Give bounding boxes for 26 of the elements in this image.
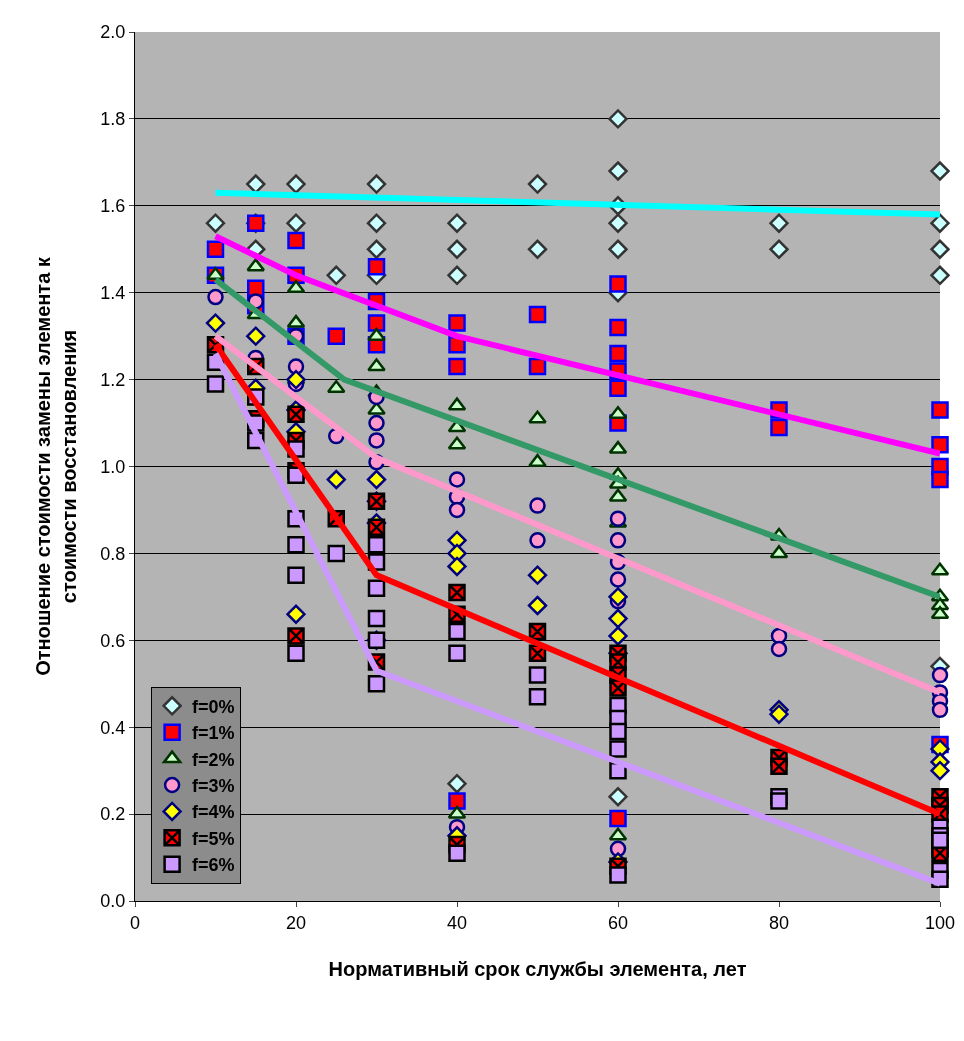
- x-tick-label: 20: [285, 912, 307, 933]
- x-axis-title: Нормативный срок службы элемента, лет: [328, 958, 747, 981]
- y-tick-label: 0.0: [100, 891, 126, 912]
- y-tick-label: 1.0: [100, 456, 126, 477]
- legend-label: f=4%: [192, 802, 235, 823]
- legend-label: f=6%: [192, 855, 235, 876]
- y-tick-label: 0.6: [100, 630, 126, 651]
- x-tick-label: 40: [446, 912, 468, 933]
- y-tick-label: 1.8: [100, 109, 126, 130]
- x-tick-label: 60: [607, 912, 629, 933]
- x-tick-label: 80: [768, 912, 790, 933]
- legend-label: f=3%: [192, 776, 235, 797]
- y-tick-label: 1.2: [100, 369, 126, 390]
- x-tick-label: 0: [129, 912, 141, 933]
- legend-label: f=5%: [192, 828, 235, 849]
- y-tick-label: 1.6: [100, 196, 126, 217]
- y-tick-label: 1.4: [100, 283, 126, 303]
- legend-label: f=2%: [192, 749, 235, 770]
- legend-label: f=0%: [192, 696, 235, 717]
- y-tick-label: 0.4: [100, 717, 126, 738]
- y-axis-title: Отношение стоимости замены элемента к стоимости восстановления: [31, 256, 80, 676]
- y-tick-label: 2.0: [100, 22, 126, 43]
- legend-label: f=1%: [192, 723, 235, 744]
- y-tick-label: 0.2: [100, 804, 126, 825]
- y-tick-label: 0.8: [100, 543, 126, 564]
- x-tick-label: 100: [924, 912, 956, 933]
